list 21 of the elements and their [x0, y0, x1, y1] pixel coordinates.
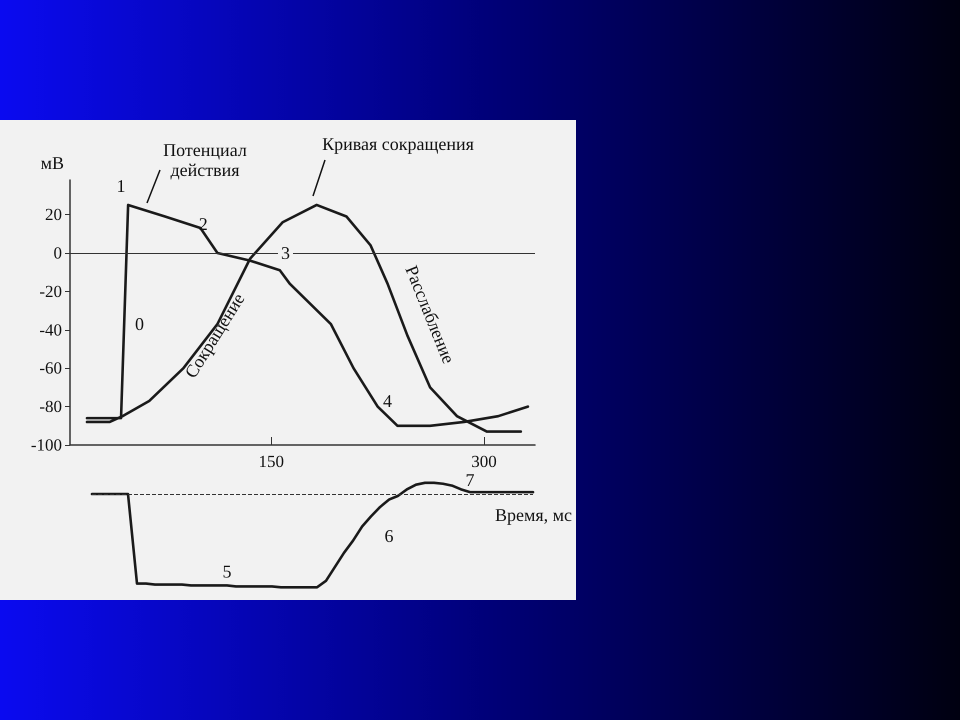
x-tick-label: 150 — [258, 452, 284, 471]
annotation: 3 — [280, 242, 290, 263]
series-label: Потенциал действия — [163, 140, 247, 180]
y-tick-label: -40 — [39, 320, 62, 340]
annotation: 4 — [383, 390, 392, 411]
text: Кривая сокращения — [322, 134, 474, 154]
y-tick-label: -60 — [39, 358, 62, 378]
annotation: 2 — [198, 214, 208, 234]
y-tick-label: -80 — [39, 397, 62, 416]
y-axis-title: мВ — [40, 153, 64, 173]
annotation: 1 — [116, 176, 126, 196]
annotation: 6 — [384, 526, 394, 546]
y-tick-label: 20 — [45, 205, 62, 224]
y-tick-label: 0 — [54, 243, 62, 262]
annotation: 5 — [222, 561, 232, 582]
y-tick-label: -100 — [30, 436, 62, 454]
annotation: 7 — [466, 470, 474, 490]
y-tick-label: -20 — [39, 282, 62, 301]
x-tick-label: 300 — [471, 452, 497, 471]
x-axis-title: Время, мс — [494, 505, 572, 525]
annotation: 0 — [134, 314, 144, 334]
